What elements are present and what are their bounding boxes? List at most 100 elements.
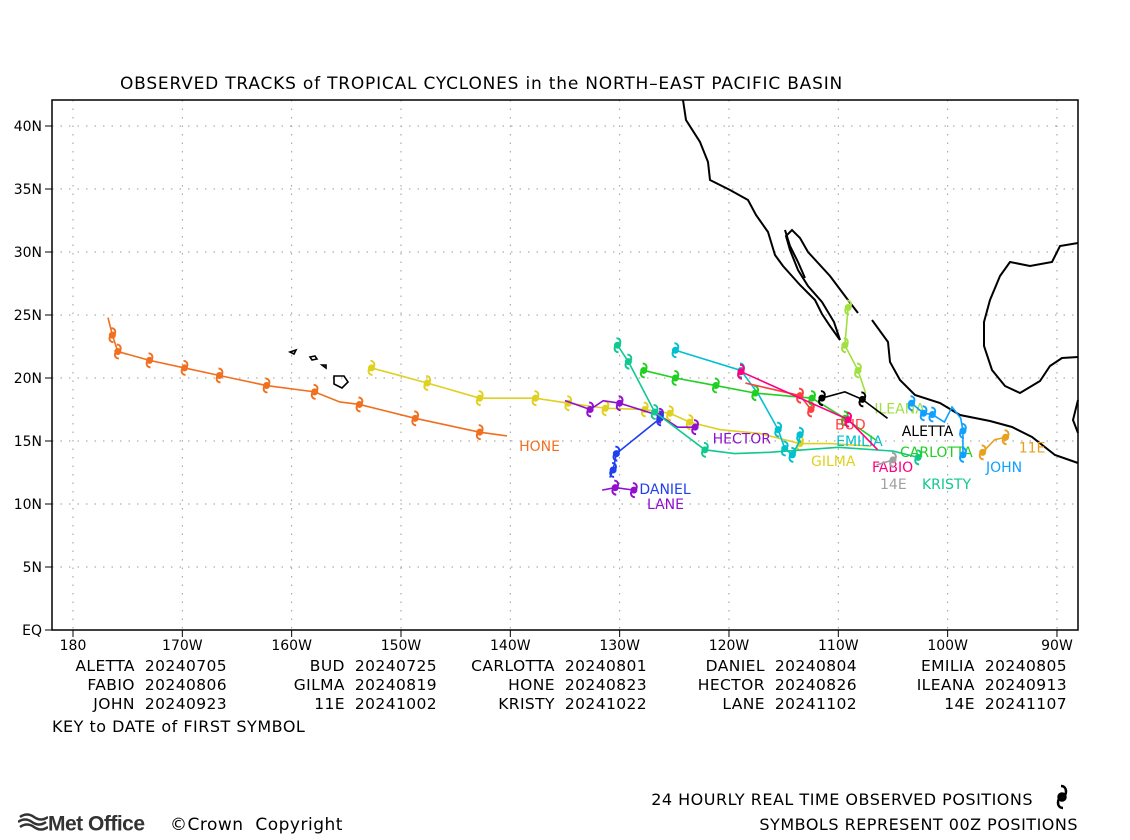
key-storm-name: LANE: [722, 695, 765, 713]
track-john: JOHN: [907, 395, 1022, 476]
cyclone-symbol-icon: [609, 461, 617, 478]
track-line: [107, 317, 508, 437]
key-date: 20240823: [564, 676, 647, 694]
cyclone-symbol-icon: [475, 424, 484, 441]
lat-tick-label: 10N: [14, 497, 42, 513]
key-storm-name: HONE: [508, 676, 555, 694]
cyclone-symbol-icon: [640, 401, 649, 418]
key-entry: KRISTY 20241022: [498, 695, 647, 713]
cyclone-symbol-icon: [774, 421, 783, 438]
track-11e: 11E: [978, 429, 1046, 461]
gulf-of-mexico-coast: [983, 242, 1079, 395]
cyclone-symbol-icon: [475, 390, 484, 407]
cyclone-symbol-icon: [751, 385, 760, 402]
key-date: 20241022: [564, 695, 647, 713]
axis-ticks: 180 170W 160W 150W 140W 130W 120W 110W 100W 90W 40…: [14, 119, 1073, 654]
key-storm-name: FABIO: [87, 676, 135, 694]
cyclone-symbol-icon: [858, 391, 867, 408]
track-line: [675, 349, 801, 457]
lat-tick-label: 5N: [23, 560, 42, 576]
cyclone-symbol-icon: [978, 444, 987, 461]
baja-inner-coast: [784, 229, 806, 279]
key-entry: LANE 20241102: [722, 695, 857, 713]
track-label: ALETTA: [902, 424, 954, 440]
track-ileana: ILEANA: [840, 299, 925, 417]
coastlines: [287, 99, 1079, 464]
mexico-pacific-coast: [871, 319, 1079, 464]
lat-tick-label: EQ: [22, 623, 42, 639]
cyclone-symbol-icon: [959, 422, 967, 439]
graticule: [52, 100, 1078, 631]
track-line: [821, 391, 888, 419]
track-aletta: ALETTA: [818, 390, 954, 440]
lat-tick-label: 20N: [14, 371, 42, 387]
key-date: 20241102: [774, 695, 857, 713]
cyclone-symbol-icon: [808, 390, 816, 407]
key-entry: 11E 20241002: [314, 695, 437, 713]
cyclone-symbol-icon: [844, 299, 853, 316]
key-date: 20240923: [144, 695, 227, 713]
lon-tick-label: 120W: [709, 638, 750, 654]
track-label: GILMA: [811, 454, 856, 470]
key-storm-name: HECTOR: [697, 676, 765, 694]
lon-tick-label: 130W: [599, 638, 640, 654]
key-storm-name: KRISTY: [498, 695, 555, 713]
cyclone-symbol-icon: [840, 337, 849, 354]
track-label: EMILIA: [836, 434, 883, 450]
hawaii-islands: [287, 348, 350, 389]
cyclone-symbol-icon: [854, 362, 862, 379]
cyclone-symbol-icon: [914, 449, 922, 466]
cyclone-symbol-icon: [611, 479, 620, 496]
track-label: CARLOTTA: [900, 445, 973, 461]
lon-tick-label: 110W: [818, 638, 859, 654]
lon-tick-label: 140W: [490, 638, 531, 654]
lat-tick-label: 15N: [14, 434, 42, 450]
key-caption: KEY to DATE of FIRST SYMBOL: [52, 717, 306, 736]
cyclone-symbol-icon: [671, 370, 680, 386]
track-label: HECTOR: [713, 432, 772, 448]
met-office-waves-icon: [17, 812, 49, 838]
copyright: ©Crown Copyright: [170, 815, 343, 835]
cyclone-symbol-icon: [671, 342, 680, 359]
key-date: 20241107: [984, 695, 1067, 713]
cyclone-symbol-icon: [612, 445, 621, 462]
track-label: HONE: [519, 439, 560, 455]
cyclone-symbol-icon: [889, 451, 897, 468]
key-date: 20240801: [564, 657, 647, 675]
track-label: 11E: [1019, 440, 1046, 456]
cyclone-symbol-icon: [796, 426, 804, 443]
footer-line2: SYMBOLS REPRESENT 00Z POSITIONS: [759, 815, 1078, 834]
track-hector: HECTOR: [564, 395, 772, 448]
cyclone-symbol-icon: [1001, 429, 1010, 446]
key-entry: GILMA 20240819: [294, 676, 437, 694]
key-date: 20240826: [774, 676, 857, 694]
lon-tick-label: 170W: [162, 638, 203, 654]
key-date: 20240819: [354, 676, 437, 694]
north-america-pacific-coast: [682, 99, 859, 341]
cyclone-symbol-icon: [701, 441, 709, 458]
lat-tick-label: 30N: [14, 245, 42, 261]
key-date: 20240913: [984, 676, 1067, 694]
key-date: 20240806: [144, 676, 227, 694]
cyclone-symbol-icon: [423, 375, 432, 392]
map-title: OBSERVED TRACKS of TROPICAL CYCLONES in …: [120, 74, 844, 94]
track-label: DANIEL: [639, 482, 691, 498]
lon-tick-label: 100W: [927, 638, 968, 654]
cyclone-symbol-icon: [691, 419, 699, 436]
cyclone-symbol-icon: [818, 390, 826, 407]
key-date: 20240804: [774, 657, 857, 675]
track-line: [616, 344, 919, 459]
cyclone-symbol-icon: [639, 362, 648, 379]
key-entry: ILEANA 20240913: [917, 676, 1067, 694]
track-daniel: DANIEL: [609, 410, 691, 498]
key-date: 20240705: [144, 657, 227, 675]
cyclone-symbol-icon: [108, 327, 117, 344]
track-line: [982, 436, 1006, 453]
key-entry: EMILIA 20240805: [921, 657, 1067, 675]
track-label: KRISTY: [922, 477, 971, 493]
key-date: 20240805: [984, 657, 1067, 675]
cyclone-symbol-icon: [615, 395, 624, 412]
cyclone-symbol-icon: [586, 401, 595, 418]
track-bud: BUD: [745, 382, 866, 434]
cyclone-symbol-icon: [666, 405, 674, 422]
